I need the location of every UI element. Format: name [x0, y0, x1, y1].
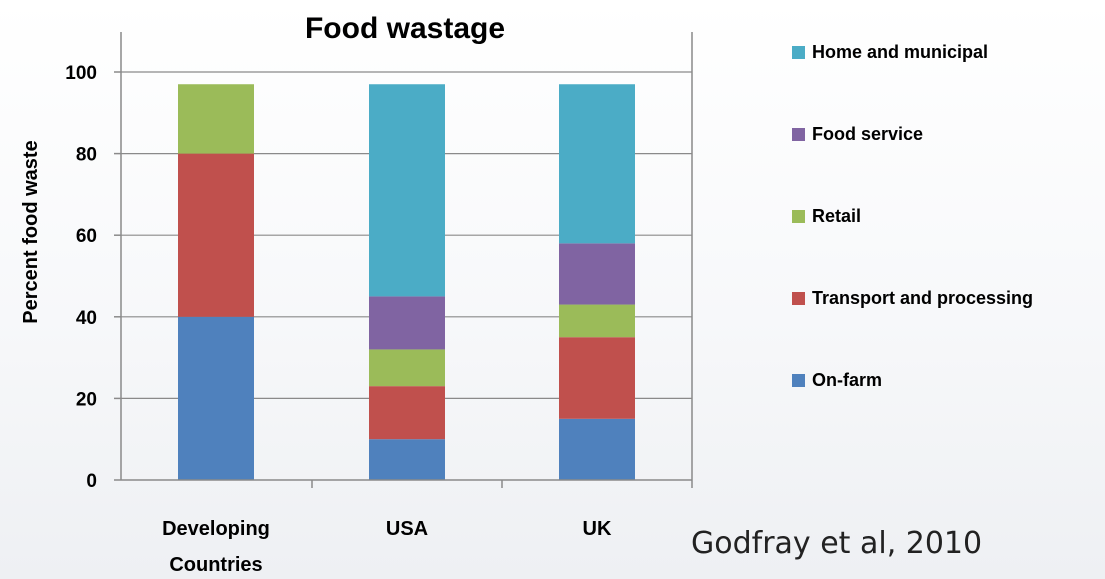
legend: Home and municipal Food service Retail Tran… — [792, 42, 1033, 390]
bar-usa-on-farm — [369, 439, 445, 480]
y-tick-label-0: 0 — [86, 471, 97, 492]
legend-label-food-service: Food service — [812, 124, 923, 144]
chart-title: Food wastage — [305, 12, 505, 45]
y-tick-labels: 0 20 40 60 80 100 — [65, 63, 97, 492]
legend-label-on-farm: On-farm — [812, 370, 882, 390]
bar-developing-countries-transport-and-processing — [178, 153, 254, 317]
legend-swatch-home-and-municipal — [792, 46, 805, 59]
y-tick-label-20: 20 — [76, 389, 97, 410]
legend-label-home-and-municipal: Home and municipal — [812, 42, 988, 62]
y-tick-label-100: 100 — [65, 63, 97, 84]
bar-developing-countries-retail — [178, 84, 254, 154]
legend-label-retail: Retail — [812, 206, 861, 226]
category-label-uk: UK — [583, 518, 612, 540]
bar-usa-home-and-municipal — [369, 84, 445, 297]
category-labels: Developing Countries USA UK — [162, 518, 612, 576]
category-label-usa: USA — [386, 518, 428, 540]
y-tick-label-80: 80 — [76, 145, 97, 166]
bar-stacks — [178, 84, 635, 480]
legend-swatch-retail — [792, 210, 805, 223]
bar-usa-food-service — [369, 296, 445, 350]
legend-swatch-food-service — [792, 128, 805, 141]
legend-swatch-on-farm — [792, 374, 805, 387]
bar-uk-home-and-municipal — [559, 84, 635, 244]
legend-swatch-transport-and-processing — [792, 292, 805, 305]
bar-developing-countries-on-farm — [178, 316, 254, 480]
y-tick-label-60: 60 — [76, 226, 97, 247]
y-tick-label-40: 40 — [76, 308, 97, 329]
bar-usa-retail — [369, 349, 445, 387]
bar-usa-transport-and-processing — [369, 386, 445, 440]
category-label-developing: Developing — [162, 518, 270, 540]
category-label-countries: Countries — [169, 554, 262, 576]
bar-uk-transport-and-processing — [559, 337, 635, 419]
citation: Godfray et al, 2010 — [691, 526, 983, 561]
bar-uk-food-service — [559, 243, 635, 305]
legend-label-transport-and-processing: Transport and processing — [812, 288, 1033, 308]
y-axis-label: Percent food waste — [20, 140, 42, 323]
bar-uk-on-farm — [559, 418, 635, 480]
axes — [114, 32, 693, 488]
bar-uk-retail — [559, 304, 635, 338]
